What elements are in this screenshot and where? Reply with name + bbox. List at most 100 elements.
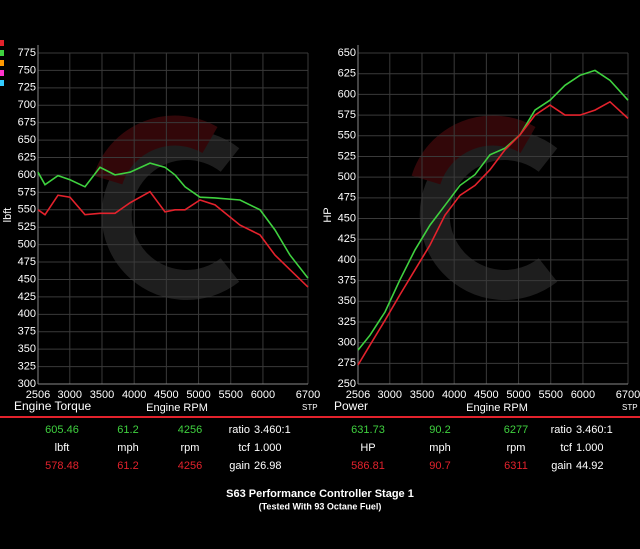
y-tick-label: 600 bbox=[338, 88, 356, 100]
readout-cell: rpm bbox=[507, 442, 526, 454]
y-tick-label: 300 bbox=[18, 378, 36, 390]
y-tick-label: 550 bbox=[18, 204, 36, 216]
legend-swatch bbox=[0, 50, 4, 56]
y-tick-label: 475 bbox=[338, 192, 356, 204]
readout-cell: 90.7 bbox=[429, 460, 450, 472]
stp-label: STP bbox=[622, 403, 638, 412]
legend-swatch bbox=[0, 40, 4, 46]
y-tick-label: 700 bbox=[18, 99, 36, 111]
y-tick-label: 525 bbox=[338, 150, 356, 162]
readout-cell: HP bbox=[360, 442, 375, 454]
readout-cell: 631.73 bbox=[351, 424, 385, 436]
readout-setting: 44.92 bbox=[576, 460, 604, 472]
stp-label: STP bbox=[302, 403, 318, 412]
readout-cell: 61.2 bbox=[117, 424, 138, 436]
x-tick-label: 5000 bbox=[506, 389, 530, 401]
legend-swatch bbox=[0, 70, 4, 76]
readout-cell: 4256 bbox=[178, 424, 202, 436]
watermark-arc bbox=[419, 130, 558, 300]
y-tick-label: 650 bbox=[18, 134, 36, 146]
y-tick-label: 450 bbox=[338, 212, 356, 224]
x-tick-label: 4000 bbox=[442, 389, 466, 401]
color-legend-strip bbox=[0, 40, 4, 86]
y-tick-label: 675 bbox=[18, 117, 36, 129]
y-tick-label: 525 bbox=[18, 221, 36, 233]
readout-setting: 3.460:1 bbox=[576, 424, 613, 436]
y-tick-label: 325 bbox=[18, 360, 36, 372]
x-tick-label: 5000 bbox=[186, 389, 210, 401]
x-tick-label: 6700 bbox=[616, 389, 640, 401]
y-tick-label: 600 bbox=[18, 169, 36, 181]
readout-cell: 90.2 bbox=[429, 424, 450, 436]
y-tick-label: 575 bbox=[18, 186, 36, 198]
x-tick-label: 4500 bbox=[474, 389, 498, 401]
y-tick-label: 400 bbox=[338, 254, 356, 266]
x-tick-label: 3000 bbox=[378, 389, 402, 401]
y-tick-label: 750 bbox=[18, 64, 36, 76]
readout-cell: mph bbox=[117, 442, 138, 454]
readout-cell: 605.46 bbox=[45, 424, 79, 436]
y-tick-label: 375 bbox=[18, 326, 36, 338]
readout-setting: ratio bbox=[551, 424, 572, 436]
corner-label: Power bbox=[334, 399, 368, 413]
x-tick-label: 2506 bbox=[346, 389, 370, 401]
series-line bbox=[37, 162, 309, 279]
series-line bbox=[357, 69, 629, 351]
y-tick-label: 575 bbox=[338, 109, 356, 121]
readout-cell: rpm bbox=[181, 442, 200, 454]
y-tick-label: 775 bbox=[18, 47, 36, 59]
footer-title: S63 Performance Controller Stage 1 bbox=[226, 488, 414, 500]
y-tick-label: 550 bbox=[338, 130, 356, 142]
x-tick-label: 6000 bbox=[251, 389, 275, 401]
readout-setting: gain bbox=[551, 460, 572, 472]
watermark bbox=[93, 115, 558, 300]
x-tick-label: 4500 bbox=[154, 389, 178, 401]
y-tick-label: 300 bbox=[338, 337, 356, 349]
x-tick-label: 5500 bbox=[539, 389, 563, 401]
y-tick-label: 450 bbox=[18, 273, 36, 285]
readout-cell: lbft bbox=[55, 442, 70, 454]
x-tick-label: 2506 bbox=[26, 389, 50, 401]
readout-setting: 1.000 bbox=[576, 442, 604, 454]
y-tick-label: 350 bbox=[18, 343, 36, 355]
y-tick-label: 425 bbox=[18, 291, 36, 303]
readout-cell: 586.81 bbox=[351, 460, 385, 472]
x-tick-label: 3500 bbox=[410, 389, 434, 401]
legend-swatch bbox=[0, 60, 4, 66]
readout-setting: 3.460:1 bbox=[254, 424, 291, 436]
readout-cell: 4256 bbox=[178, 460, 202, 472]
readout-cell: 578.48 bbox=[45, 460, 79, 472]
y-tick-label: 500 bbox=[18, 239, 36, 251]
readout-setting: tcf bbox=[560, 442, 573, 454]
y-tick-label: 475 bbox=[18, 256, 36, 268]
readout-cell: 6277 bbox=[504, 424, 528, 436]
y-tick-label: 425 bbox=[338, 233, 356, 245]
y-tick-label: 350 bbox=[338, 295, 356, 307]
x-tick-label: 6000 bbox=[571, 389, 595, 401]
footer-subtitle: (Tested With 93 Octane Fuel) bbox=[259, 501, 382, 511]
readout-setting: gain bbox=[229, 460, 250, 472]
legend-swatch bbox=[0, 80, 4, 86]
y-tick-label: 725 bbox=[18, 82, 36, 94]
y-tick-label: 400 bbox=[18, 308, 36, 320]
readout-setting: ratio bbox=[229, 424, 250, 436]
x-tick-label: 3500 bbox=[90, 389, 114, 401]
y-tick-label: 625 bbox=[338, 68, 356, 80]
x-axis-label: Engine RPM bbox=[466, 402, 528, 414]
x-tick-label: 3000 bbox=[58, 389, 82, 401]
y-axis-label: lbft bbox=[2, 208, 14, 223]
readout-setting: tcf bbox=[238, 442, 251, 454]
y-tick-label: 650 bbox=[338, 47, 356, 59]
readout-setting: 1.000 bbox=[254, 442, 282, 454]
readout-setting: 26.98 bbox=[254, 460, 282, 472]
y-tick-label: 250 bbox=[338, 378, 356, 390]
corner-label: Engine Torque bbox=[14, 399, 92, 413]
y-tick-label: 275 bbox=[338, 357, 356, 369]
watermark-arc bbox=[101, 130, 240, 300]
y-tick-label: 375 bbox=[338, 274, 356, 286]
x-tick-label: 6700 bbox=[296, 389, 320, 401]
y-tick-label: 500 bbox=[338, 171, 356, 183]
readout-cell: 61.2 bbox=[117, 460, 138, 472]
series-line bbox=[357, 100, 629, 366]
